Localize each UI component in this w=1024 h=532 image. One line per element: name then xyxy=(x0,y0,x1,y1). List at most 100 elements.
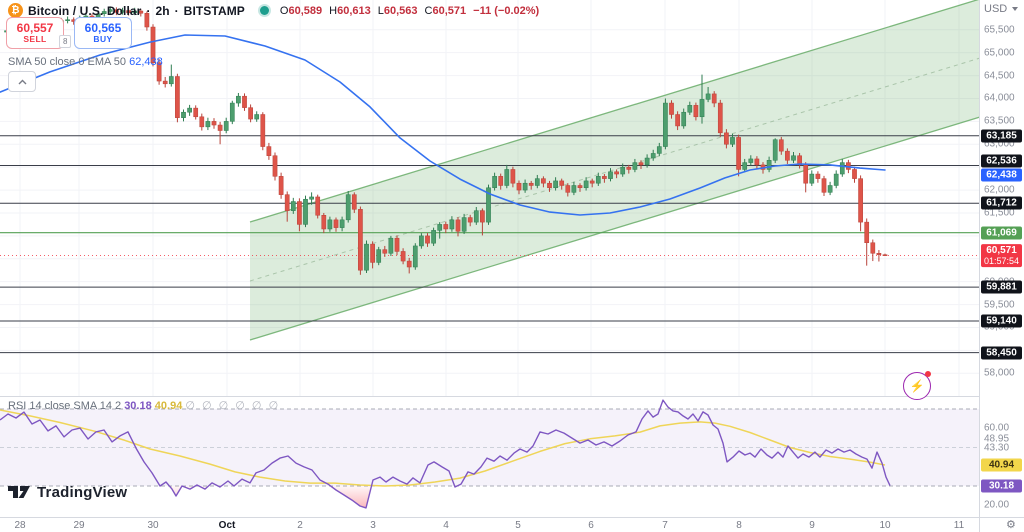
candle-body xyxy=(168,76,174,85)
quick-trade-button[interactable]: ⚡ xyxy=(903,371,931,400)
candle-body xyxy=(534,178,540,186)
candle-body xyxy=(297,201,302,225)
rsi-oversold-fill xyxy=(169,486,182,496)
candle-body xyxy=(284,194,290,211)
rsi-line xyxy=(0,399,891,509)
interval-label[interactable]: 2h xyxy=(155,3,170,18)
candle-body xyxy=(528,182,534,186)
candle-body xyxy=(669,102,674,115)
change-value: −11 (−0.02%) xyxy=(473,4,540,17)
candle-body xyxy=(864,221,870,243)
close-value: 60,571 xyxy=(432,4,467,17)
time-tick[interactable]: 9 xyxy=(809,520,815,531)
candle-body xyxy=(223,121,229,131)
rsi-value: 30.18 xyxy=(124,400,152,412)
candle-body xyxy=(785,150,790,161)
candle-body xyxy=(626,166,632,170)
price-tick: 61,500 xyxy=(984,207,1015,219)
candle-body xyxy=(394,237,400,252)
time-tick[interactable]: 3 xyxy=(370,520,376,531)
candle-body xyxy=(827,185,833,193)
candle-body xyxy=(711,93,717,104)
pane-separator[interactable] xyxy=(0,396,1024,397)
candle-body xyxy=(797,155,802,166)
candle-body xyxy=(193,107,199,118)
candle-body xyxy=(266,146,272,156)
candle-body xyxy=(400,251,406,262)
candle-body xyxy=(437,224,443,231)
time-tick[interactable]: 29 xyxy=(73,520,85,531)
low-label: L xyxy=(377,4,384,17)
candle-body xyxy=(443,224,449,230)
time-tick[interactable]: 8 xyxy=(736,520,742,531)
market-status-icon[interactable] xyxy=(259,6,269,15)
collapse-pane-button[interactable] xyxy=(8,71,36,92)
candle-body xyxy=(278,176,284,195)
time-tick[interactable]: 2 xyxy=(297,520,303,531)
candle-body xyxy=(589,180,595,184)
candle-body xyxy=(358,209,363,271)
price-level-label: 63,185 xyxy=(981,129,1022,143)
candle-body xyxy=(663,102,668,147)
rsi-indicator-legend[interactable]: RSI 14 close SMA 14 2 30.18 40.94 ∅ ∅ ∅ … xyxy=(8,399,280,412)
rsi-tick: 20.00 xyxy=(984,499,1010,511)
bar-countdown: 01:57:54 xyxy=(983,256,1020,267)
candle-body xyxy=(516,182,522,191)
price-tick: 59,500 xyxy=(984,299,1015,311)
symbol-name[interactable]: Bitcoin / U.S. Dollar xyxy=(28,3,142,18)
candle-body xyxy=(205,121,211,128)
gear-icon[interactable]: ⚙ xyxy=(1006,519,1016,531)
candle-body xyxy=(229,102,235,122)
candle-body xyxy=(650,153,656,159)
rsi-legend-text: RSI 14 close SMA 14 2 xyxy=(8,400,122,412)
tradingview-wordmark: TradingView xyxy=(37,484,128,501)
time-tick[interactable]: Oct xyxy=(218,520,236,531)
time-axis[interactable]: 28 29 30 Oct 2 3 4 5 6 7 8 9 10 11 xyxy=(0,518,1024,532)
time-tick[interactable]: 30 xyxy=(147,520,159,531)
candle-body xyxy=(882,254,888,256)
time-tick[interactable]: 7 xyxy=(662,520,668,531)
separator: · xyxy=(146,3,151,18)
tradingview-logo[interactable]: TradingView xyxy=(8,484,127,501)
candle-body xyxy=(382,249,388,254)
ohlc-readout: O60,589 H60,613 L60,563 C60,571 −11 (−0.… xyxy=(280,5,539,17)
candle-body xyxy=(821,178,827,193)
candle-body xyxy=(248,107,253,120)
exchange-label[interactable]: BITSTAMP xyxy=(183,3,245,18)
ma-indicator-legend[interactable]: SMA 50 close 0 EMA 50 62,438 xyxy=(8,56,163,68)
candle-body xyxy=(236,95,241,104)
sell-button[interactable]: 60,557 SELL xyxy=(6,17,64,49)
currency-selector[interactable]: USD xyxy=(984,3,1019,15)
high-label: H xyxy=(329,4,338,17)
time-tick[interactable]: 10 xyxy=(879,520,891,531)
price-axis[interactable]: USD 65,500 65,000 64,500 64,000 63,500 63,000… xyxy=(980,0,1024,517)
time-tick[interactable]: 5 xyxy=(515,520,521,531)
candle-body xyxy=(144,13,150,28)
candle-body xyxy=(351,194,357,210)
price-tick: 64,500 xyxy=(984,70,1015,82)
candle-body xyxy=(876,253,882,255)
candle-body xyxy=(736,137,741,170)
candle-body xyxy=(870,242,876,254)
chevron-down-icon xyxy=(1012,7,1019,11)
price-level-label: 59,140 xyxy=(981,314,1022,328)
candle-body xyxy=(803,164,809,184)
last-price-label: 60,571 01:57:54 xyxy=(981,243,1022,268)
time-tick[interactable]: 11 xyxy=(953,520,965,531)
time-tick[interactable]: 6 xyxy=(588,520,594,531)
candle-body xyxy=(217,124,223,131)
rsi-tick: 60.00 xyxy=(984,422,1010,434)
sell-price: 60,557 xyxy=(16,20,54,35)
time-tick[interactable]: 4 xyxy=(443,520,449,531)
candle-body xyxy=(583,180,589,189)
candle-body xyxy=(419,235,424,247)
candle-body xyxy=(681,111,687,127)
rsi-empty-plots: ∅ ∅ ∅ ∅ ∅ ∅ xyxy=(185,400,281,412)
buy-button[interactable]: 60,565 BUY xyxy=(74,17,132,49)
candle-body xyxy=(699,99,705,118)
candle-body xyxy=(290,201,296,211)
price-level-label: 58,450 xyxy=(981,346,1022,360)
candle-body xyxy=(717,102,723,134)
time-tick[interactable]: 28 xyxy=(14,520,26,531)
